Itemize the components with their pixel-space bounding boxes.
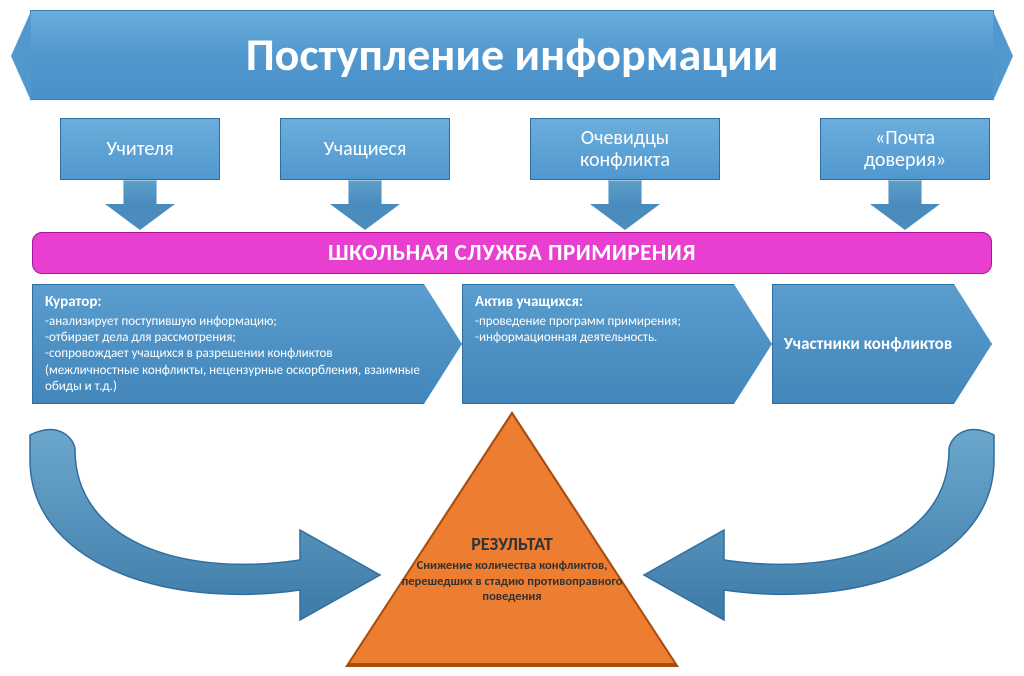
service-band-text: ШКОЛЬНАЯ СЛУЖБА ПРИМИРЕНИЯ xyxy=(328,239,696,267)
down-arrow-icon xyxy=(590,180,660,230)
pentagon-title: Участники конфликтов xyxy=(784,333,952,354)
source-label: «Почта доверия» xyxy=(864,127,946,171)
source-box-witnesses: Очевидцы конфликта xyxy=(530,118,720,180)
down-arrow-icon xyxy=(870,180,940,230)
source-label: Учащиеся xyxy=(324,138,407,160)
curve-arrow-right-icon xyxy=(624,410,1004,640)
process-row: Куратор: -анализирует поступившую информ… xyxy=(32,284,992,404)
result-body: Снижение количества конфликтов, перешедш… xyxy=(390,558,634,605)
service-band: ШКОЛЬНАЯ СЛУЖБА ПРИМИРЕНИЯ xyxy=(32,232,992,274)
pentagon-curator: Куратор: -анализирует поступившую информ… xyxy=(32,284,462,404)
source-label: Учителя xyxy=(106,138,173,160)
pentagon-title: Куратор: xyxy=(45,293,423,312)
pentagon-active: Актив учащихся: -проведение программ при… xyxy=(462,284,772,404)
header-banner: Поступление информации xyxy=(30,10,994,100)
pentagon-body: -проведение программ примирения; -информ… xyxy=(475,314,733,347)
pentagon-body: -анализирует поступившую информацию; -от… xyxy=(45,314,423,395)
header-title: Поступление информации xyxy=(246,27,779,83)
pentagon-title: Актив учащихся: xyxy=(475,293,733,312)
source-box-teachers: Учителя xyxy=(60,118,220,180)
source-box-students: Учащиеся xyxy=(280,118,450,180)
source-label: Очевидцы конфликта xyxy=(580,127,670,171)
pentagon-participants: Участники конфликтов xyxy=(772,284,992,404)
result-triangle: РЕЗУЛЬТАТ Снижение количества конфликтов… xyxy=(350,415,674,663)
source-box-mailbox: «Почта доверия» xyxy=(820,118,990,180)
result-title: РЕЗУЛЬТАТ xyxy=(390,533,634,555)
down-arrow-icon xyxy=(330,180,400,230)
curve-arrow-left-icon xyxy=(20,410,400,640)
down-arrow-icon xyxy=(105,180,175,230)
